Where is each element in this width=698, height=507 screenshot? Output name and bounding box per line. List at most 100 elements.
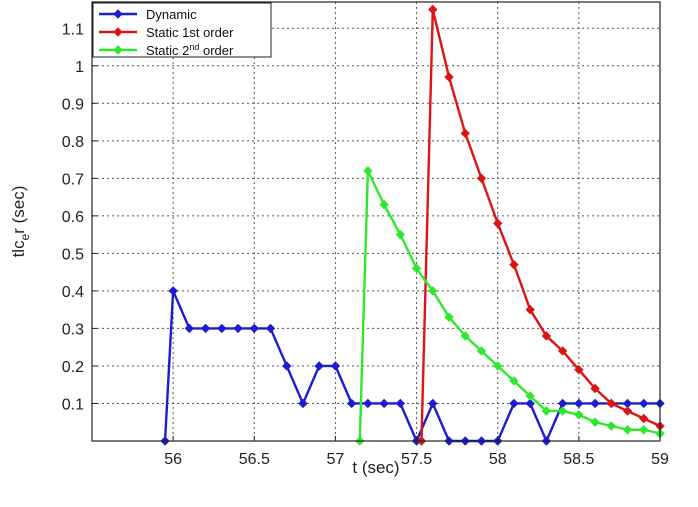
data-point-dynamic-13 bbox=[363, 398, 373, 409]
data-point-static-2nd-order-7 bbox=[460, 331, 470, 341]
data-point-static-2nd-order-17 bbox=[622, 425, 633, 435]
x-tick-label-2: 57 bbox=[327, 451, 345, 468]
series-dynamic bbox=[160, 286, 665, 446]
data-point-static-2nd-order-10 bbox=[509, 376, 519, 386]
x-tick-label-4: 58 bbox=[489, 451, 507, 468]
data-point-static-1st-order-12 bbox=[606, 398, 617, 409]
legend-label-static-2nd-superscript: nd bbox=[189, 42, 199, 52]
data-point-static-2nd-order-16 bbox=[606, 421, 617, 431]
legend-label-static-2nd-part-a: Static 2 bbox=[146, 43, 189, 58]
y-tick-label-10: 1.1 bbox=[62, 21, 84, 38]
data-point-static-1st-order-5 bbox=[493, 218, 503, 229]
legend-marker-dynamic bbox=[113, 9, 123, 19]
data-point-dynamic-2 bbox=[184, 323, 195, 334]
x-tick-label-5: 58.5 bbox=[563, 451, 594, 468]
plot-frame bbox=[91, 1, 661, 442]
y-axis-label-tail: r (sec) bbox=[9, 186, 28, 234]
legend-marker-static-2nd-order bbox=[113, 45, 123, 55]
data-point-dynamic-11 bbox=[330, 361, 341, 371]
data-point-static-1st-order-6 bbox=[509, 259, 519, 270]
y-tick-label-6: 0.7 bbox=[62, 171, 84, 188]
legend-entry-dynamic: Dynamic bbox=[99, 7, 197, 22]
data-point-dynamic-17 bbox=[428, 398, 438, 409]
legend-label-static-1st-order: Static 1st order bbox=[146, 25, 234, 40]
y-tick-labels: 0.1 0.2 0.3 0.4 0.5 0.6 0.7 0.8 0.9 1 1.1 bbox=[62, 21, 97, 413]
data-point-static-1st-order-2 bbox=[444, 72, 454, 82]
data-point-static-1st-order-13 bbox=[622, 406, 633, 416]
data-point-dynamic-23 bbox=[525, 398, 535, 409]
data-point-dynamic-8 bbox=[282, 361, 292, 371]
legend-label-static-2nd-part-b: order bbox=[199, 43, 234, 58]
data-point-static-2nd-order-15 bbox=[590, 417, 600, 427]
data-point-static-2nd-order-12 bbox=[541, 406, 552, 416]
data-point-dynamic-7 bbox=[265, 323, 276, 334]
data-point-dynamic-6 bbox=[249, 323, 259, 334]
data-point-static-2nd-order-2 bbox=[379, 199, 389, 210]
legend-label-static-2nd-order: Static 2nd order bbox=[146, 42, 234, 58]
data-point-dynamic-5 bbox=[233, 323, 243, 334]
series-line-static-1st-order bbox=[420, 8, 661, 442]
data-point-static-2nd-order-9 bbox=[493, 361, 503, 371]
series-layer bbox=[160, 4, 665, 446]
data-point-static-2nd-order-1 bbox=[363, 166, 373, 176]
legend-entry-static-2nd-order: Static 2nd order bbox=[99, 42, 234, 58]
data-point-static-1st-order-7 bbox=[525, 304, 535, 315]
data-point-dynamic-14 bbox=[379, 398, 389, 409]
data-point-static-2nd-order-8 bbox=[476, 346, 487, 356]
data-point-static-1st-order-11 bbox=[590, 383, 600, 394]
data-point-static-1st-order-10 bbox=[574, 365, 584, 375]
data-point-static-2nd-order-13 bbox=[557, 406, 568, 416]
data-point-dynamic-10 bbox=[314, 361, 324, 371]
data-point-static-1st-order-8 bbox=[541, 331, 552, 341]
data-point-static-2nd-order-4 bbox=[411, 263, 422, 274]
y-axis-label-subscript: e bbox=[18, 233, 32, 240]
data-point-dynamic-27 bbox=[590, 398, 600, 409]
y-tick-label-4: 0.5 bbox=[62, 246, 84, 263]
grid-lines bbox=[92, 2, 660, 441]
legend-box bbox=[92, 2, 272, 58]
data-point-static-1st-order-4 bbox=[476, 173, 487, 184]
y-tick-label-7: 0.8 bbox=[62, 134, 84, 151]
data-point-static-1st-order-14 bbox=[639, 413, 649, 424]
series-static-1st-order bbox=[416, 4, 665, 446]
y-tick-label-2: 0.3 bbox=[62, 321, 84, 338]
legend-entry-static-1st-order: Static 1st order bbox=[99, 25, 234, 40]
data-point-static-2nd-order-18 bbox=[639, 425, 649, 435]
data-point-static-2nd-order-3 bbox=[395, 229, 406, 240]
x-tick-label-0: 56 bbox=[164, 451, 182, 468]
y-tick-label-5: 0.6 bbox=[62, 209, 84, 226]
data-point-dynamic-1 bbox=[168, 286, 178, 296]
y-axis-label-main: tlc bbox=[9, 240, 28, 258]
legend: Dynamic Static 1st order Static 2nd orde… bbox=[92, 2, 272, 58]
data-point-dynamic-3 bbox=[200, 323, 211, 334]
data-point-static-2nd-order-6 bbox=[444, 312, 454, 322]
data-point-dynamic-26 bbox=[574, 398, 584, 409]
y-tick-label-8: 0.9 bbox=[62, 96, 84, 113]
data-point-dynamic-12 bbox=[346, 398, 357, 409]
legend-marker-static-1st-order bbox=[113, 27, 123, 37]
x-axis-label: t (sec) bbox=[352, 458, 399, 477]
data-point-static-1st-order-9 bbox=[557, 346, 568, 356]
data-point-static-2nd-order-11 bbox=[525, 391, 535, 401]
x-tick-label-1: 56.5 bbox=[239, 451, 270, 468]
y-axis-label: tlcer (sec) bbox=[9, 186, 32, 258]
data-point-dynamic-15 bbox=[395, 398, 406, 409]
y-tick-label-3: 0.4 bbox=[62, 284, 84, 301]
y-tick-label-0: 0.1 bbox=[62, 396, 84, 413]
data-point-static-2nd-order-14 bbox=[574, 410, 584, 420]
data-point-dynamic-9 bbox=[298, 398, 308, 409]
series-line-static-2nd-order bbox=[358, 169, 661, 442]
y-tick-label-1: 0.2 bbox=[62, 359, 84, 376]
data-point-static-1st-order-3 bbox=[460, 128, 470, 139]
data-point-dynamic-30 bbox=[639, 398, 649, 409]
data-point-static-1st-order-1 bbox=[428, 4, 438, 15]
legend-label-dynamic: Dynamic bbox=[146, 7, 197, 22]
data-point-dynamic-22 bbox=[509, 398, 519, 409]
data-point-static-2nd-order-5 bbox=[428, 286, 438, 296]
data-point-dynamic-4 bbox=[217, 323, 227, 334]
x-tick-label-3: 57.5 bbox=[401, 451, 432, 468]
y-tick-label-9: 1 bbox=[75, 59, 84, 76]
x-tick-label-6: 59 bbox=[651, 451, 669, 468]
x-tick-labels: 56 56.5 57 57.5 58 58.5 59 bbox=[164, 436, 669, 468]
